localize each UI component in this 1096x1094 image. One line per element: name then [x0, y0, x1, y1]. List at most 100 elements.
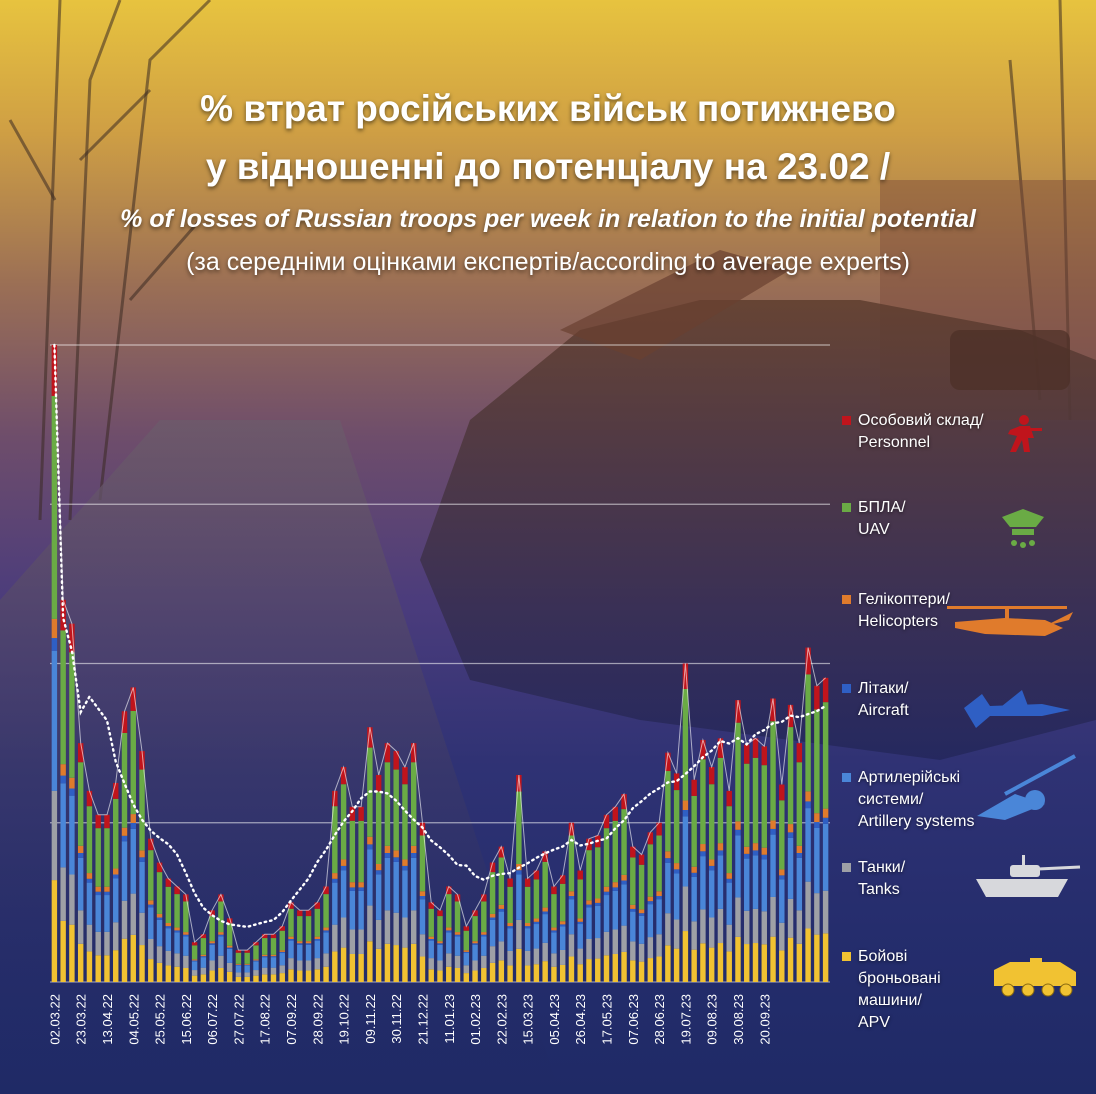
- bar-segment-aircraft: [393, 857, 399, 862]
- bar-segment-tanks: [595, 938, 601, 959]
- bar-segment-uav: [516, 791, 522, 864]
- bar-85: [796, 743, 803, 982]
- bar-segment-artillery: [270, 957, 277, 968]
- bar-33: [340, 767, 347, 982]
- bar-segment-apv: [533, 964, 540, 982]
- bar-segment-apv: [174, 966, 180, 982]
- bar-segment-tanks: [305, 960, 312, 971]
- legend-label-line: Aircraft: [858, 702, 909, 719]
- bar-segment-apv: [402, 947, 408, 982]
- bar-segment-helicopters: [235, 963, 242, 965]
- bar-segment-personnel: [340, 767, 347, 785]
- legend-label-line: Tanks: [858, 881, 900, 898]
- x-tick-label: 07.09.22: [284, 994, 299, 1045]
- bar-80: [752, 738, 759, 982]
- bar-segment-helicopters: [454, 932, 461, 935]
- bar-segment-artillery: [586, 907, 592, 939]
- bar-segment-aircraft: [200, 956, 207, 958]
- bar-segment-apv: [200, 974, 207, 982]
- bar-segment-apv: [358, 953, 364, 982]
- legend-label-line: Танки/: [858, 859, 906, 876]
- bar-segment-apv: [586, 959, 592, 982]
- bar-segment-aircraft: [735, 829, 741, 836]
- bar-segment-apv: [191, 975, 198, 982]
- bar-8: [121, 711, 128, 982]
- bar-segment-uav: [805, 674, 811, 792]
- bar-82: [770, 698, 776, 982]
- bar-segment-uav: [489, 872, 496, 914]
- legend-label-line: Літаки/: [858, 680, 909, 697]
- bar-segment-artillery: [314, 940, 321, 959]
- bar-segment-aircraft: [682, 810, 689, 817]
- bar-segment-helicopters: [367, 836, 373, 845]
- bar-26: [279, 926, 285, 982]
- bar-segment-personnel: [805, 647, 811, 675]
- bar-segment-helicopters: [340, 859, 347, 866]
- bar-segment-tanks: [612, 929, 618, 954]
- bar-segment-uav: [463, 930, 470, 951]
- helicopter-icon: [945, 598, 1075, 649]
- bar-segment-helicopters: [69, 777, 75, 789]
- bar-segment-uav: [717, 757, 724, 844]
- legend-label-line: системи/: [858, 791, 924, 808]
- legend-label-line: Гелікоптери/: [858, 591, 950, 608]
- bar-segment-personnel: [86, 790, 93, 807]
- bar-segment-tanks: [437, 960, 443, 971]
- bar-segment-tanks: [367, 905, 373, 942]
- bar-segment-aircraft: [446, 930, 452, 933]
- x-tick-label: 21.12.22: [416, 994, 431, 1045]
- bar-segment-artillery: [69, 795, 75, 875]
- bar-segment-uav: [113, 798, 119, 869]
- bar-segment-artillery: [104, 895, 110, 932]
- bar-segment-personnel: [551, 886, 557, 895]
- bar-segment-tanks: [130, 893, 136, 935]
- bar-56: [542, 851, 548, 982]
- bar-segment-apv: [603, 955, 610, 982]
- bar-segment-helicopters: [630, 904, 636, 909]
- bar-segment-artillery: [682, 816, 689, 887]
- bar-segment-apv: [638, 961, 645, 982]
- bar-66: [630, 846, 636, 982]
- bar-segment-artillery: [647, 904, 654, 938]
- bar-segment-uav: [200, 938, 207, 955]
- bar-segment-artillery: [542, 914, 548, 943]
- bar-segment-helicopters: [428, 936, 434, 939]
- bar-segment-apv: [717, 943, 724, 982]
- bar-segment-artillery: [822, 823, 829, 891]
- bar-segment-apv: [498, 960, 505, 982]
- legend-swatch-uav: [842, 503, 851, 512]
- bar-38: [384, 743, 391, 982]
- bar-segment-personnel: [332, 790, 338, 807]
- bar-segment-aircraft: [603, 891, 610, 896]
- bar-76: [717, 738, 724, 982]
- bar-segment-apv: [805, 928, 811, 982]
- bar-segment-personnel: [744, 744, 750, 764]
- bar-segment-tanks: [787, 898, 794, 938]
- bar-segment-personnel: [244, 950, 250, 953]
- bar-segment-artillery: [410, 857, 417, 911]
- bar-segment-helicopters: [524, 923, 531, 927]
- bar-83: [779, 784, 785, 982]
- bar-segment-apv: [130, 934, 136, 982]
- bar-segment-uav: [428, 908, 434, 937]
- bar-segment-aircraft: [358, 887, 364, 891]
- tank-icon: [972, 853, 1082, 908]
- bar-segment-aircraft: [630, 908, 636, 912]
- bar-segment-tanks: [726, 924, 732, 952]
- bar-segment-helicopters: [393, 850, 399, 858]
- bar-segment-helicopters: [410, 845, 417, 854]
- bar-segment-aircraft: [472, 943, 478, 945]
- bar-segment-helicopters: [796, 845, 803, 854]
- bar-segment-personnel: [665, 752, 671, 772]
- bar-segment-uav: [165, 886, 172, 923]
- bar-segment-uav: [735, 722, 741, 822]
- bar-segment-artillery: [148, 907, 154, 939]
- bar-segment-uav: [340, 784, 347, 860]
- bar-segment-personnel: [507, 878, 513, 887]
- bar-segment-personnel: [656, 822, 662, 836]
- bar-segment-artillery: [139, 861, 145, 913]
- bar-segment-personnel: [717, 738, 724, 758]
- bar-segment-apv: [735, 936, 741, 982]
- bar-14: [174, 886, 180, 982]
- bar-segment-apv: [156, 962, 163, 982]
